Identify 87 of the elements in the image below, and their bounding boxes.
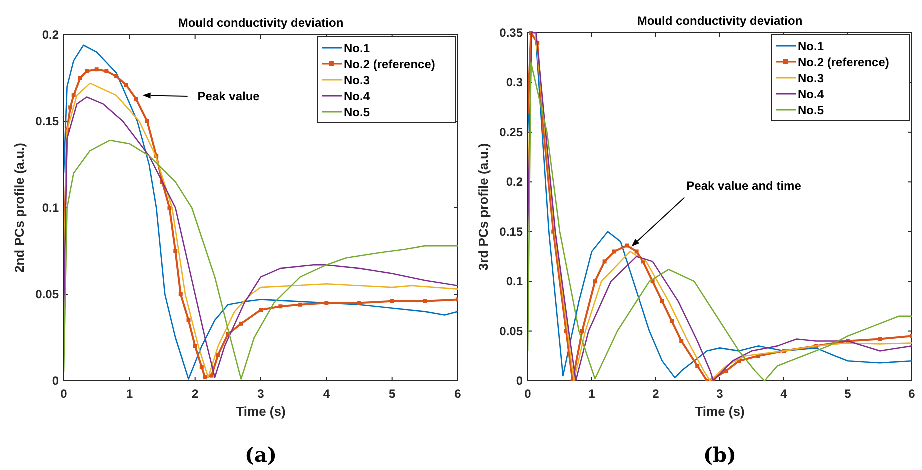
legend-label: No.3 <box>798 72 824 86</box>
point <box>612 250 616 254</box>
y-tick-label: 0.1 <box>42 201 60 215</box>
y-tick-label: 0.2 <box>506 175 524 190</box>
x-tick-label: 2 <box>652 387 660 401</box>
y-tick-label: 0 <box>516 374 524 388</box>
x-tick-label: 0 <box>60 387 68 401</box>
point <box>168 206 172 210</box>
x-axis-title: Time (s) <box>236 404 286 419</box>
point <box>134 97 138 102</box>
point <box>104 69 109 74</box>
point <box>580 329 584 334</box>
legend-label: No.1 <box>798 40 824 54</box>
x-tick-label: 4 <box>323 387 330 401</box>
point <box>660 299 664 304</box>
point <box>114 74 119 79</box>
point <box>680 339 684 344</box>
point <box>259 308 263 312</box>
point <box>145 120 150 124</box>
point <box>670 319 674 324</box>
y-axis-title: 2nd PCs profile (a.u.) <box>12 142 27 274</box>
point <box>278 304 283 309</box>
point <box>186 318 191 322</box>
x-tick-label: 6 <box>908 387 916 401</box>
y-tick-label: 0.25 <box>500 125 524 140</box>
x-tick-label: 4 <box>780 387 788 401</box>
legend-label: No.1 <box>344 42 370 56</box>
point <box>358 301 362 306</box>
legend-label: No.2 (reference) <box>798 56 890 70</box>
y-tick-label: 0.2 <box>42 28 60 42</box>
point <box>390 299 394 304</box>
y-tick-label: 0.35 <box>500 26 524 40</box>
x-tick-label: 3 <box>258 387 265 401</box>
point <box>193 344 198 348</box>
chart-title: Mould conductivity deviation <box>178 16 344 30</box>
y-tick-label: 0.1 <box>506 274 524 289</box>
point <box>178 292 183 296</box>
text: (a) <box>245 443 277 467</box>
point <box>878 337 882 342</box>
y-tick-label: 0.15 <box>500 224 524 239</box>
y-tick-label: 0.05 <box>500 324 524 338</box>
y-tick-label: 0.3 <box>506 76 524 90</box>
point <box>203 376 208 380</box>
x-tick-label: 6 <box>454 387 462 401</box>
point <box>423 299 428 304</box>
x-tick-label: 5 <box>388 387 396 401</box>
point <box>72 94 76 98</box>
point <box>174 249 178 254</box>
y-tick-label: 0 <box>52 374 60 388</box>
point <box>216 353 220 358</box>
legend-label: No.5 <box>798 104 824 118</box>
x-tick-label: 2 <box>192 387 199 401</box>
annotation: Peak value <box>198 90 260 104</box>
point <box>124 83 128 88</box>
x-tick-label: 1 <box>126 387 134 401</box>
point <box>78 76 82 80</box>
y-tick-label: 0.05 <box>36 288 60 302</box>
line-series <box>64 140 458 380</box>
point <box>210 374 214 378</box>
point <box>324 301 329 306</box>
x-tick-label: 1 <box>588 387 596 401</box>
x-tick-label: 0 <box>524 387 532 401</box>
point <box>634 250 639 254</box>
point <box>239 322 244 326</box>
legend-label: No.5 <box>344 106 370 120</box>
point <box>68 106 73 110</box>
point <box>696 364 700 368</box>
point <box>94 68 99 72</box>
chart-title: Mould conductivity deviation <box>637 14 803 28</box>
point <box>84 69 89 74</box>
text: (b) <box>704 443 736 467</box>
annotation: Peak value and time <box>686 178 802 193</box>
point <box>298 302 302 307</box>
x-axis-title: Time (s) <box>695 404 745 419</box>
x-tick-label: 3 <box>716 387 724 401</box>
legend-label: No.2 (reference) <box>344 58 436 72</box>
point <box>200 365 204 370</box>
point <box>602 260 607 264</box>
legend-label: No.4 <box>798 88 824 102</box>
legend-label: No.3 <box>344 74 370 88</box>
point <box>593 280 598 284</box>
y-tick-label: 0.15 <box>36 114 60 128</box>
y-axis-title: 3rd PCs profile (a.u.) <box>476 143 491 271</box>
point <box>625 244 630 248</box>
point <box>724 369 728 374</box>
legend-label: No.4 <box>344 90 370 104</box>
x-tick-label: 5 <box>844 387 852 401</box>
